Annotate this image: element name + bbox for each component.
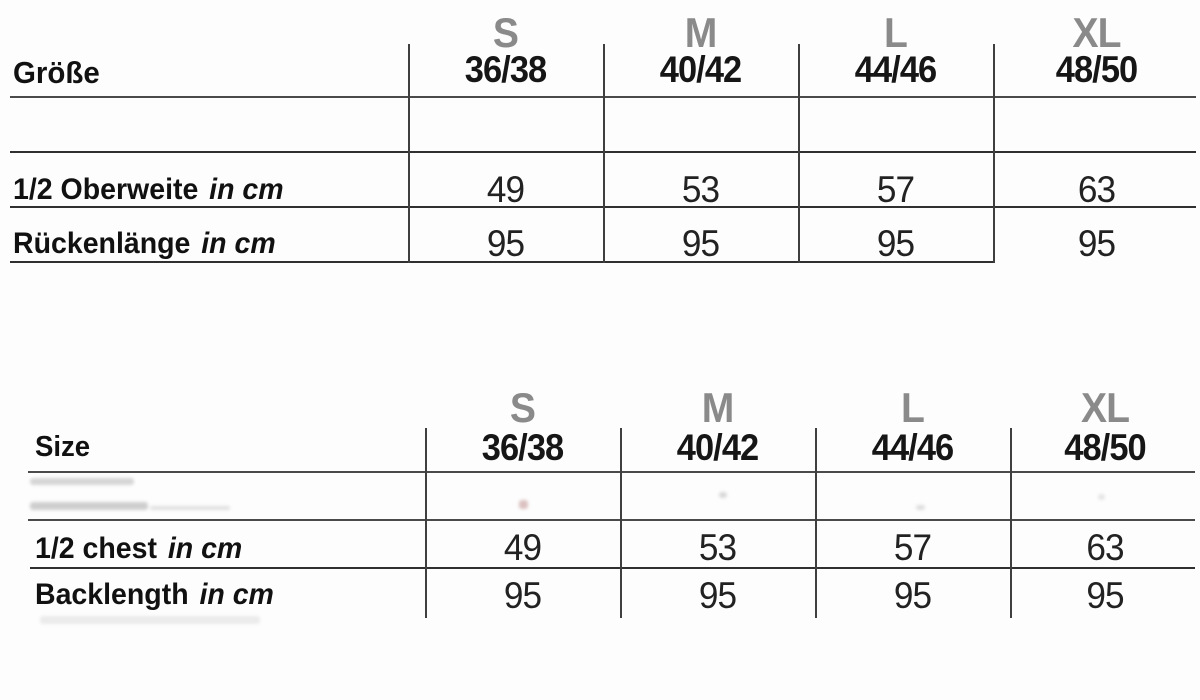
t2-value-backlength-xl: 95 <box>1086 575 1124 616</box>
scan-artifact <box>40 616 260 624</box>
t1-value-oberweite-m: 53 <box>681 169 720 210</box>
t1-col-m-range: 40/42 <box>659 49 742 90</box>
t2-col-xl-letter: XL <box>1080 384 1130 431</box>
t1-vline-2 <box>603 44 605 263</box>
t1-row-rueckenlaenge-label-text: Rückenlänge <box>13 227 191 260</box>
t2-vline-4 <box>1010 428 1012 618</box>
t2-vline-1 <box>425 428 427 618</box>
scan-artifact <box>916 505 925 510</box>
t1-row-rueckenlaenge-unit: in cm <box>201 227 276 260</box>
t2-col-s-letter: S <box>509 384 536 431</box>
t2-col-l-range: 44/46 <box>871 427 954 468</box>
t1-value-oberweite-l: 57 <box>876 169 915 210</box>
t1-row-oberweite-label-text: 1/2 Oberweite <box>13 173 199 206</box>
t1-vline-1 <box>408 44 410 263</box>
t2-value-chest-l: 57 <box>893 527 932 568</box>
scan-artifact <box>719 492 727 498</box>
t2-vline-3 <box>815 428 817 618</box>
t1-col-m-letter: M <box>684 9 718 56</box>
t1-col-s-letter: S <box>492 9 519 56</box>
t1-value-oberweite-xl: 63 <box>1077 169 1116 210</box>
t2-row-chest-unit: in cm <box>167 532 243 565</box>
t2-header-underline <box>28 471 1195 473</box>
t2-col-l-letter: L <box>901 384 925 431</box>
t1-row-oberweite-label: 1/2 Oberweite in cm <box>13 172 284 208</box>
t1-col-xl-range: 48/50 <box>1055 49 1138 90</box>
t2-line-between-rows <box>30 567 1195 569</box>
t1-value-rueckenlaenge-l: 95 <box>876 223 915 264</box>
t1-value-rueckenlaenge-s: 95 <box>486 223 525 264</box>
t1-title: Größe <box>13 55 100 90</box>
t1-vline-4 <box>993 44 995 263</box>
t1-vline-3 <box>798 44 800 263</box>
t2-col-m-letter: M <box>701 384 735 431</box>
scan-artifact <box>30 502 148 510</box>
t2-line-above-row1 <box>28 519 1195 521</box>
t2-col-s-range: 36/38 <box>481 427 564 468</box>
t1-value-oberweite-s: 49 <box>486 169 525 210</box>
t2-row-chest-label-text: 1/2 chest <box>35 532 158 565</box>
scan-artifact <box>1098 494 1105 500</box>
t2-value-chest-xl: 63 <box>1086 527 1124 568</box>
t2-row-backlength-label: Backlength in cm <box>35 577 274 613</box>
t1-col-l-letter: L <box>884 9 908 56</box>
t1-row-oberweite-unit: in cm <box>209 173 284 206</box>
t2-col-xl-range: 48/50 <box>1064 427 1146 468</box>
t1-col-l-range: 44/46 <box>854 49 937 90</box>
scan-artifact <box>519 500 528 509</box>
scan-artifact <box>30 478 134 485</box>
t1-col-xl-letter: XL <box>1072 9 1121 56</box>
t1-value-rueckenlaenge-m: 95 <box>681 223 720 264</box>
t1-col-s-range: 36/38 <box>464 49 547 90</box>
t1-value-rueckenlaenge-xl: 95 <box>1077 223 1116 264</box>
t2-value-backlength-s: 95 <box>503 575 542 616</box>
t2-title: Size <box>35 431 91 463</box>
t2-value-chest-m: 53 <box>698 527 737 568</box>
t2-value-backlength-m: 95 <box>698 575 737 616</box>
t2-row-backlength-label-text: Backlength <box>35 578 189 611</box>
t2-value-backlength-l: 95 <box>893 575 932 616</box>
t1-bottom-line <box>10 261 995 263</box>
t2-col-m-range: 40/42 <box>676 427 759 468</box>
scan-artifact <box>150 506 230 510</box>
t1-row-rueckenlaenge-label: Rückenlänge in cm <box>13 226 276 262</box>
t2-row-backlength-unit: in cm <box>199 578 274 611</box>
t2-row-chest-label: 1/2 chest in cm <box>35 531 242 567</box>
t2-value-chest-s: 49 <box>503 527 542 568</box>
t2-vline-2 <box>620 428 622 618</box>
